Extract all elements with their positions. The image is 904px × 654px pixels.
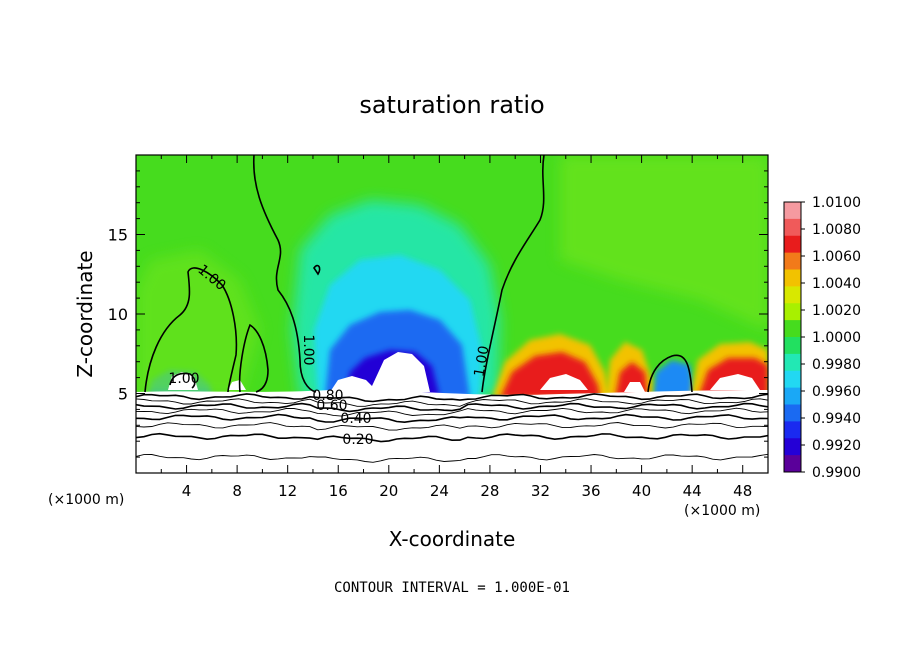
colorbar-cell [784, 387, 801, 405]
colorbar-label: 0.9960 [812, 384, 861, 400]
white-blob-5 [624, 382, 645, 392]
x-tick-label: 36 [581, 482, 600, 500]
contours-1.00 [144, 155, 693, 393]
colorbar-cell [784, 353, 801, 372]
contour-1.00-mid-right [481, 155, 545, 393]
colorbar-cell [784, 370, 801, 389]
contour-1.00-right-loop [647, 354, 693, 393]
colorbar-cell [784, 404, 801, 422]
x-tick-label: 40 [632, 482, 651, 500]
x-axis-unit-right: (×1000 m) [684, 503, 760, 519]
field-region-upper-right [560, 155, 768, 330]
plot-area: 1.001.00 1.001.000.800.600.400.20 4 8 12 16 2… [108, 154, 769, 500]
colorbar-cell [784, 252, 801, 270]
dry-contour-line [136, 402, 768, 413]
colorbar-cell [784, 218, 801, 237]
colorbar-cell [784, 286, 801, 304]
dry-contour-line [136, 432, 768, 443]
contour-1.00-left-small [169, 372, 196, 389]
y-axis-ticks: 5 10 15 [108, 170, 768, 458]
colorbar-label: 1.0100 [812, 195, 861, 211]
x-tick-label: 20 [379, 482, 398, 500]
y-tick-label: 5 [118, 385, 128, 404]
dry-contour-line [136, 422, 768, 431]
colorbar-cell [784, 320, 801, 338]
colorbar-label: 0.9920 [812, 438, 861, 454]
colorbar-cell [784, 269, 801, 287]
dry-layer [136, 389, 768, 473]
contour-label: 0.80 [312, 388, 343, 404]
x-axis-unit-left: (×1000 m) [48, 492, 124, 508]
x-tick-label: 44 [683, 482, 702, 500]
colorbar-cell [784, 421, 801, 439]
white-blob-4 [540, 374, 588, 390]
dry-contour-line [136, 393, 768, 403]
contour-label: 0.40 [340, 411, 371, 427]
dry-contour-line [136, 398, 768, 407]
contour-label: 0.20 [342, 432, 373, 448]
field-region-right-dry [652, 360, 695, 398]
white-blob-6 [710, 374, 760, 390]
y-axis-label: Z-coordinate [73, 250, 97, 377]
x-axis-label: X-coordinate [389, 527, 516, 551]
colorbar-cell [784, 202, 801, 220]
contour-interval-footer: CONTOUR INTERVAL = 1.000E-01 [334, 580, 570, 596]
x-tick-label: 28 [480, 482, 499, 500]
colorbar-label: 1.0060 [812, 249, 861, 265]
colorbar-cell [784, 438, 801, 456]
contour-1.00-left-mid [238, 323, 269, 393]
x-tick-label: 4 [182, 482, 192, 500]
colorbar: 1.0100 1.0080 1.0060 1.0040 1.0020 1.0000 0.99… [783, 195, 861, 481]
colorbar-label: 1.0020 [812, 303, 861, 319]
contour-1.00-mid-left [252, 155, 317, 393]
colorbar-cell [784, 455, 801, 473]
colorbar-cells [784, 202, 801, 473]
x-tick-label: 16 [329, 482, 348, 500]
x-axis-ticks: 4 8 12 16 20 24 28 32 36 40 44 48 [160, 155, 752, 500]
contour-label: 1.00 [168, 371, 199, 387]
colorbar-label: 1.0080 [812, 222, 861, 238]
colorbar-cell [784, 337, 801, 355]
colorbar-label: 1.0000 [812, 330, 861, 346]
y-tick-label: 15 [108, 226, 128, 245]
x-tick-label: 32 [531, 482, 550, 500]
colorbar-label: 1.0040 [812, 276, 861, 292]
contour-1.00-left-loop [144, 267, 238, 393]
colorbar-label: 0.9980 [812, 357, 861, 373]
y-tick-label: 10 [108, 305, 128, 324]
colorbar-labels: 1.0100 1.0080 1.0060 1.0040 1.0020 1.0000 0.99… [801, 195, 861, 481]
x-tick-label: 8 [232, 482, 242, 500]
white-blob-2 [228, 380, 246, 390]
dry-contour-line [136, 413, 768, 424]
x-tick-label: 12 [278, 482, 297, 500]
dry-contour-line [136, 407, 768, 417]
contour-label: 0.60 [316, 398, 347, 414]
dry-contour-line [136, 453, 768, 463]
contour-1.00-cell [313, 264, 321, 276]
x-tick-label: 24 [430, 482, 449, 500]
dry-layer-fill [136, 389, 768, 473]
contour-label: 1.00 [471, 345, 492, 378]
chart-title: saturation ratio [359, 91, 544, 119]
field-region-lower-left-band [136, 250, 260, 398]
colorbar-cell [784, 235, 801, 254]
x-tick-label: 48 [733, 482, 752, 500]
colorbar-label: 0.9940 [812, 411, 861, 427]
colorbar-cell [784, 303, 801, 321]
dry-layer-contours [136, 393, 768, 463]
colorbar-label: 0.9900 [812, 465, 861, 481]
white-blob-3 [330, 352, 430, 392]
contour-label: 1.00 [300, 334, 316, 365]
